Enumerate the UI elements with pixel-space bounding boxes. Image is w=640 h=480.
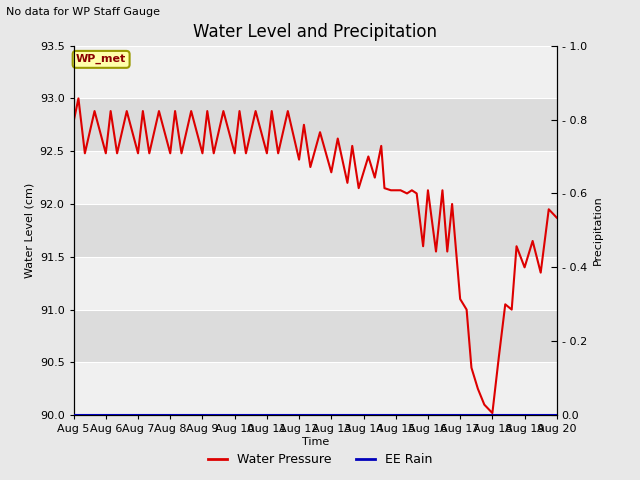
Bar (74, 257, 557, 310)
Y-axis label: Water Level (cm): Water Level (cm) (24, 183, 34, 278)
Bar (74, 98, 557, 151)
X-axis label: Time: Time (301, 437, 329, 447)
Bar (74, 362, 557, 415)
Text: WP_met: WP_met (76, 54, 126, 64)
Bar (74, 46, 557, 98)
Y-axis label: Precipitation: Precipitation (593, 195, 602, 265)
Bar (74, 310, 557, 362)
Text: No data for WP Staff Gauge: No data for WP Staff Gauge (6, 7, 161, 17)
Bar (74, 151, 557, 204)
Bar (74, 204, 557, 257)
Legend: Water Pressure, EE Rain: Water Pressure, EE Rain (203, 448, 437, 471)
Title: Water Level and Precipitation: Water Level and Precipitation (193, 23, 437, 41)
